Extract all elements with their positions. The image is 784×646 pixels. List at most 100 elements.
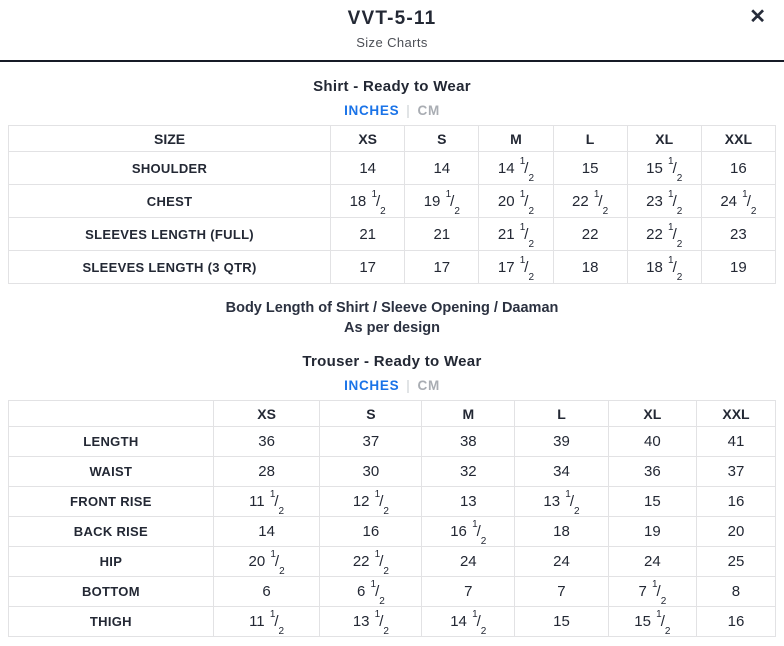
size-column-header: XL <box>607 400 697 427</box>
close-button[interactable]: ✕ <box>743 3 772 31</box>
size-value-cell: 37 <box>319 426 423 457</box>
modal-title: VVT-5-11 <box>347 8 437 29</box>
row-label: CHEST <box>7 184 332 218</box>
size-value-cell: 16 <box>695 486 777 517</box>
size-value-cell: 11 1/2 <box>212 486 321 517</box>
size-value-cell: 22 1/2 <box>626 217 702 251</box>
size-value-cell: 16 <box>319 516 423 547</box>
size-value-cell: 17 <box>404 250 480 284</box>
size-value-cell: 41 <box>695 426 777 457</box>
row-label: THIGH <box>8 606 214 637</box>
size-value-cell: 16 <box>700 151 777 185</box>
size-value-cell: 37 <box>695 456 777 487</box>
size-value-cell: 15 1/2 <box>626 151 702 185</box>
size-value-cell: 18 <box>552 250 628 284</box>
size-column-header: S <box>319 400 423 427</box>
size-value-cell: 16 1/2 <box>421 516 516 547</box>
size-value-cell: 18 1/2 <box>626 250 702 284</box>
row-label-header: SIZE <box>7 125 332 152</box>
table-row: FRONT RISE 11 1/2 12 1/2 13 13 1/2 15 16 <box>8 486 777 517</box>
size-value-cell: 15 <box>607 486 697 517</box>
table-row: WAIST 28 30 32 34 36 37 <box>8 456 777 487</box>
size-column-header: XXL <box>700 125 777 152</box>
size-value-cell: 24 1/2 <box>700 184 777 218</box>
size-value-cell: 13 1/2 <box>514 486 609 517</box>
trouser-cm-toggle[interactable]: CM <box>417 378 440 393</box>
size-value-cell: 8 <box>695 576 777 607</box>
modal-header: VVT-5-11 Size Charts ✕ <box>0 0 784 62</box>
shirt-cm-toggle[interactable]: CM <box>417 103 440 118</box>
trouser-unit-toggle: INCHES | CM <box>0 378 784 393</box>
size-value-cell: 11 1/2 <box>212 606 321 637</box>
size-value-cell: 36 <box>607 456 697 487</box>
unit-toggle-separator: | <box>406 103 411 118</box>
size-value-cell: 23 1/2 <box>626 184 702 218</box>
size-value-cell: 14 1/2 <box>421 606 516 637</box>
table-row: BACK RISE 14 16 16 1/2 18 19 20 <box>8 516 777 547</box>
size-column-header: S <box>404 125 480 152</box>
size-value-cell: 21 <box>404 217 480 251</box>
row-label: SLEEVES LENGTH (FULL) <box>7 217 332 251</box>
table-row: SHOULDER 14 14 14 1/2 15 15 1/2 16 <box>7 151 777 185</box>
trouser-section-heading: Trouser - Ready to Wear <box>302 353 482 370</box>
size-value-cell: 24 <box>421 546 516 577</box>
size-value-cell: 22 1/2 <box>552 184 628 218</box>
size-value-cell: 16 <box>695 606 777 637</box>
size-value-cell: 22 <box>552 217 628 251</box>
table-row: BOTTOM 6 6 1/2 7 7 7 1/2 8 <box>8 576 777 607</box>
size-value-cell: 19 <box>607 516 697 547</box>
shirt-unit-toggle: INCHES | CM <box>0 103 784 118</box>
size-value-cell: 14 1/2 <box>478 151 554 185</box>
size-column-header: XS <box>212 400 321 427</box>
shirt-note-line-2: As per design <box>344 320 440 336</box>
row-label: BACK RISE <box>8 516 214 547</box>
table-row: SLEEVES LENGTH (3 QTR) 17 17 17 1/2 18 18 1/2… <box>7 250 777 284</box>
size-value-cell: 21 <box>330 217 406 251</box>
size-value-cell: 15 1/2 <box>607 606 697 637</box>
size-value-cell: 20 1/2 <box>212 546 321 577</box>
row-label: SHOULDER <box>7 151 332 185</box>
size-column-header: L <box>514 400 609 427</box>
table-row: CHEST 18 1/2 19 1/2 20 1/2 22 1/2 23 1/2 24 1/… <box>7 184 777 218</box>
size-value-cell: 24 <box>514 546 609 577</box>
size-value-cell: 36 <box>212 426 321 457</box>
shirt-inches-toggle[interactable]: INCHES <box>344 103 400 118</box>
trouser-inches-toggle[interactable]: INCHES <box>344 378 400 393</box>
size-value-cell: 21 1/2 <box>478 217 554 251</box>
shirt-size-table: SIZE XS S M L XL XXL SHOULDER 14 14 14 1/2 15 15 1/… <box>7 125 777 284</box>
trouser-table-body: LENGTH 36 37 38 39 40 41 WAIST 28 30 32 34 36 37 FRONT… <box>8 426 777 637</box>
row-label: LENGTH <box>8 426 214 457</box>
size-column-header: L <box>552 125 628 152</box>
size-column-header: M <box>421 400 516 427</box>
size-value-cell: 18 <box>514 516 609 547</box>
shirt-section: Shirt - Ready to Wear INCHES | CM SIZE XS S M… <box>0 78 784 338</box>
trouser-section: Trouser - Ready to Wear INCHES | CM XS S M L X… <box>0 353 784 637</box>
size-value-cell: 19 <box>700 250 777 284</box>
size-value-cell: 40 <box>607 426 697 457</box>
size-value-cell: 23 <box>700 217 777 251</box>
size-value-cell: 14 <box>330 151 406 185</box>
size-value-cell: 15 <box>514 606 609 637</box>
size-value-cell: 22 1/2 <box>319 546 423 577</box>
size-value-cell: 13 <box>421 486 516 517</box>
row-label: HIP <box>8 546 214 577</box>
row-label: SLEEVES LENGTH (3 QTR) <box>7 250 332 284</box>
table-row: THIGH 11 1/2 13 1/2 14 1/2 15 15 1/2 16 <box>8 606 777 637</box>
shirt-note: Body Length of Shirt / Sleeve Opening / … <box>0 298 784 338</box>
modal-subtitle: Size Charts <box>356 35 428 50</box>
size-value-cell: 32 <box>421 456 516 487</box>
trouser-table-head: XS S M L XL XXL <box>8 400 777 427</box>
row-label: WAIST <box>8 456 214 487</box>
table-row: HIP 20 1/2 22 1/2 24 24 24 25 <box>8 546 777 577</box>
size-value-cell: 38 <box>421 426 516 457</box>
size-value-cell: 14 <box>212 516 321 547</box>
size-value-cell: 15 <box>552 151 628 185</box>
size-value-cell: 7 1/2 <box>607 576 697 607</box>
size-column-header: M <box>478 125 554 152</box>
row-label-header <box>8 400 214 427</box>
size-value-cell: 34 <box>514 456 609 487</box>
shirt-table-head: SIZE XS S M L XL XXL <box>7 125 777 152</box>
shirt-table-body: SHOULDER 14 14 14 1/2 15 15 1/2 16 CHEST 18 1/2 1… <box>7 151 777 284</box>
row-label: BOTTOM <box>8 576 214 607</box>
table-row: LENGTH 36 37 38 39 40 41 <box>8 426 777 457</box>
